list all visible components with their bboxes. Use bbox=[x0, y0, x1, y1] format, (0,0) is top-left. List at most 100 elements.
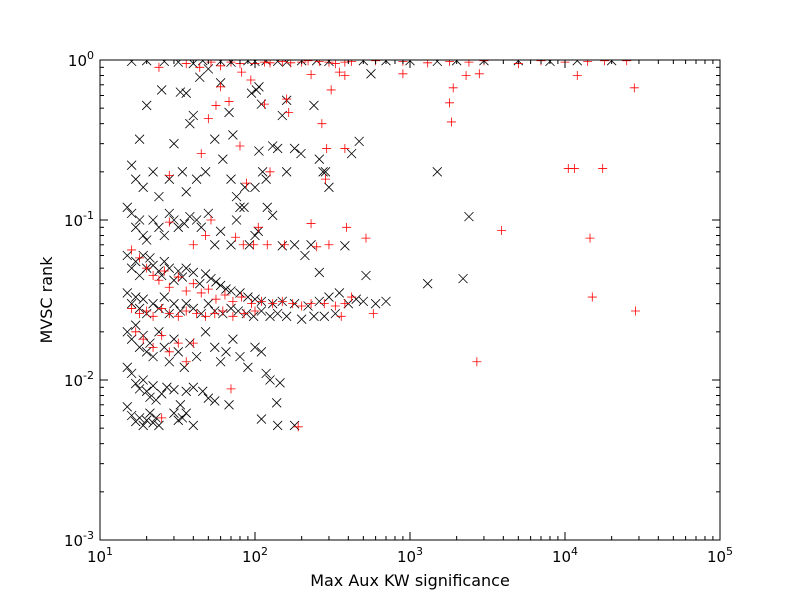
x-marker-point bbox=[354, 136, 364, 147]
x-marker-point bbox=[148, 298, 158, 309]
plus-marker-point bbox=[188, 240, 198, 250]
plus-marker-point bbox=[201, 311, 211, 321]
plus-marker-point bbox=[142, 306, 152, 316]
x-marker-point bbox=[177, 413, 188, 423]
red-plus-series bbox=[127, 60, 641, 432]
x-marker-point bbox=[261, 368, 271, 379]
x-marker-point bbox=[226, 303, 236, 314]
plus-marker-point bbox=[135, 253, 145, 263]
y-axis-label: MVSC rank bbox=[37, 256, 56, 344]
x-marker-point bbox=[162, 382, 172, 393]
x-marker-point bbox=[154, 266, 164, 276]
x-marker-point bbox=[254, 82, 264, 92]
x-marker-point bbox=[209, 134, 220, 144]
plus-marker-point bbox=[164, 217, 174, 227]
plus-marker-point bbox=[246, 75, 256, 85]
x-marker-point bbox=[309, 100, 319, 111]
x-marker-point bbox=[272, 308, 283, 319]
plus-marker-point bbox=[250, 306, 260, 316]
plus-marker-point bbox=[203, 284, 213, 294]
x-marker-point bbox=[254, 146, 264, 156]
x-marker-point bbox=[173, 60, 184, 67]
x-marker-point bbox=[169, 334, 179, 344]
x-marker-point bbox=[318, 167, 328, 177]
plus-marker-point bbox=[306, 70, 316, 80]
x-marker-point bbox=[145, 408, 155, 418]
x-marker-point bbox=[224, 400, 234, 410]
x-marker-point bbox=[361, 270, 371, 281]
x-tick-label: 101 bbox=[87, 545, 113, 566]
plus-marker-point bbox=[228, 311, 238, 321]
x-marker-point bbox=[289, 143, 300, 154]
plus-marker-point bbox=[127, 245, 137, 255]
x-marker-point bbox=[154, 420, 164, 431]
x-marker-point bbox=[215, 280, 226, 291]
plus-marker-point bbox=[247, 299, 257, 309]
plus-marker-point bbox=[256, 296, 266, 306]
plus-marker-point bbox=[241, 178, 251, 188]
plus-marker-point bbox=[237, 292, 247, 302]
x-marker-point bbox=[141, 347, 152, 357]
plus-marker-point bbox=[157, 413, 167, 423]
x-marker-point bbox=[221, 284, 231, 294]
plus-marker-point bbox=[228, 296, 238, 306]
plus-marker-point bbox=[342, 222, 352, 232]
x-marker-point bbox=[126, 208, 137, 219]
x-marker-point bbox=[159, 256, 170, 267]
x-marker-point bbox=[156, 389, 167, 399]
plus-marker-point bbox=[326, 85, 336, 95]
plus-marker-point bbox=[312, 242, 322, 252]
plus-marker-point bbox=[361, 233, 371, 243]
plus-marker-point bbox=[188, 279, 198, 289]
x-marker-point bbox=[221, 347, 231, 357]
x-marker-point bbox=[126, 334, 137, 344]
x-marker-point bbox=[281, 60, 292, 67]
x-marker-point bbox=[122, 362, 133, 373]
plus-marker-point bbox=[293, 422, 303, 432]
plus-marker-point bbox=[224, 97, 234, 107]
x-marker-point bbox=[296, 148, 306, 159]
x-marker-point bbox=[122, 327, 133, 337]
x-marker-point bbox=[130, 378, 141, 389]
x-marker-point bbox=[145, 392, 155, 403]
x-marker-point bbox=[138, 375, 148, 385]
x-marker-point bbox=[194, 278, 205, 289]
x-marker-point bbox=[130, 320, 141, 330]
plus-marker-point bbox=[324, 240, 334, 250]
x-marker-point bbox=[141, 415, 152, 426]
x-marker-point bbox=[346, 148, 357, 159]
x-marker-point bbox=[224, 107, 234, 118]
x-marker-point bbox=[134, 413, 145, 423]
x-marker-point bbox=[181, 88, 192, 99]
black-x-series bbox=[122, 60, 617, 431]
x-marker-point bbox=[432, 60, 443, 67]
plus-marker-point bbox=[314, 60, 324, 66]
x-marker-point bbox=[138, 250, 148, 261]
x-marker-point bbox=[366, 69, 376, 79]
x-marker-point bbox=[250, 342, 260, 353]
x-marker-point bbox=[185, 211, 195, 222]
y-tick-label: 10-2 bbox=[64, 369, 94, 390]
x-marker-point bbox=[130, 174, 141, 184]
plus-marker-point bbox=[330, 60, 340, 69]
plus-marker-point bbox=[237, 67, 247, 77]
plus-marker-point bbox=[211, 294, 221, 304]
x-marker-point bbox=[235, 351, 245, 362]
plus-marker-point bbox=[282, 94, 292, 104]
plus-marker-point bbox=[173, 272, 183, 282]
plus-marker-point bbox=[306, 219, 316, 229]
x-marker-point bbox=[289, 420, 300, 431]
plus-marker-point bbox=[629, 83, 639, 93]
plus-marker-point bbox=[164, 282, 174, 292]
plus-marker-point bbox=[173, 338, 183, 348]
x-marker-point bbox=[261, 174, 271, 184]
plus-marker-point bbox=[142, 263, 152, 273]
x-marker-point bbox=[240, 182, 250, 193]
x-tick-label: 102 bbox=[242, 545, 268, 566]
x-marker-point bbox=[179, 218, 190, 229]
plus-marker-point bbox=[148, 342, 158, 352]
x-marker-point bbox=[309, 311, 319, 322]
x-marker-point bbox=[130, 222, 141, 233]
plus-marker-point bbox=[265, 60, 275, 68]
x-marker-point bbox=[243, 292, 253, 302]
